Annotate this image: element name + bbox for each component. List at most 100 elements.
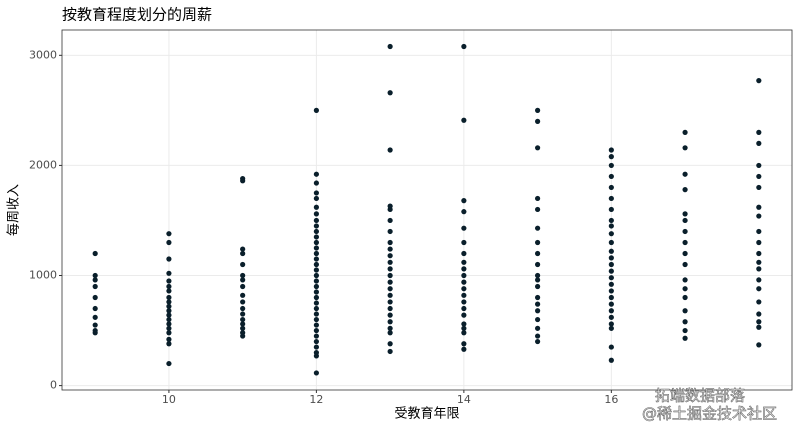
point <box>461 266 467 272</box>
point <box>682 294 688 301</box>
point <box>461 272 467 279</box>
point <box>608 288 614 294</box>
point <box>535 338 541 345</box>
point <box>387 319 393 325</box>
point <box>387 330 393 336</box>
point <box>387 228 393 235</box>
point <box>387 266 393 272</box>
point <box>313 107 319 113</box>
point <box>756 78 762 84</box>
point <box>608 344 614 350</box>
point <box>756 162 762 169</box>
point <box>682 327 688 334</box>
point <box>535 277 541 283</box>
point <box>756 324 762 330</box>
point <box>608 325 614 331</box>
point <box>387 203 393 209</box>
point <box>240 246 246 252</box>
point <box>313 333 319 339</box>
point <box>313 294 319 301</box>
point <box>166 360 172 367</box>
point <box>461 292 467 298</box>
point <box>92 322 98 328</box>
point <box>387 246 393 252</box>
point <box>756 299 762 305</box>
point <box>461 346 467 352</box>
point <box>756 259 762 265</box>
point <box>166 231 172 237</box>
point <box>313 300 319 306</box>
point <box>535 107 541 113</box>
y-tick-label: 1000 <box>29 269 57 282</box>
point <box>92 314 98 320</box>
point <box>756 266 762 272</box>
point <box>756 342 762 348</box>
point <box>461 325 467 331</box>
point <box>461 259 467 265</box>
point <box>608 184 614 191</box>
point <box>92 277 98 283</box>
point <box>608 357 614 363</box>
point <box>166 239 172 246</box>
point <box>608 275 614 281</box>
point <box>682 308 688 314</box>
point <box>92 294 98 301</box>
point <box>535 316 541 323</box>
point <box>387 43 393 50</box>
point <box>313 289 319 295</box>
point <box>313 327 319 334</box>
point <box>92 272 98 279</box>
point <box>756 129 762 135</box>
point <box>313 267 319 273</box>
point <box>240 305 246 312</box>
point <box>461 43 467 50</box>
point <box>535 294 541 301</box>
point <box>756 239 762 246</box>
point <box>387 292 393 298</box>
point <box>92 250 98 257</box>
x-tick-label: 10 <box>162 393 176 406</box>
point <box>166 270 172 276</box>
point <box>313 217 319 224</box>
point <box>166 288 172 294</box>
point <box>313 272 319 279</box>
point <box>166 294 172 301</box>
point <box>92 283 98 290</box>
point <box>608 308 614 314</box>
point <box>313 344 319 350</box>
point <box>240 325 246 331</box>
point <box>313 370 319 376</box>
y-axis-title: 每周收入 <box>6 184 22 236</box>
point <box>608 248 614 254</box>
point <box>92 305 98 312</box>
point <box>461 321 467 327</box>
point <box>387 90 393 96</box>
point <box>756 250 762 257</box>
y-tick-label: 2000 <box>29 158 57 171</box>
point <box>608 261 614 268</box>
point <box>756 140 762 146</box>
point <box>166 256 172 262</box>
point <box>387 305 393 312</box>
point <box>387 147 393 153</box>
point <box>166 325 172 331</box>
point <box>240 283 246 290</box>
point <box>461 225 467 231</box>
x-axis-title: 受教育年限 <box>394 406 459 422</box>
point <box>608 294 614 301</box>
point <box>166 278 172 284</box>
point <box>313 322 319 328</box>
point <box>756 228 762 235</box>
point <box>608 281 614 287</box>
point <box>313 190 319 196</box>
point <box>313 305 319 312</box>
point <box>313 311 319 317</box>
point <box>461 209 467 215</box>
point <box>608 314 614 320</box>
x-tick-label: 14 <box>457 393 471 406</box>
point <box>166 299 172 305</box>
point <box>240 321 246 327</box>
point <box>313 349 319 356</box>
point <box>387 341 393 347</box>
